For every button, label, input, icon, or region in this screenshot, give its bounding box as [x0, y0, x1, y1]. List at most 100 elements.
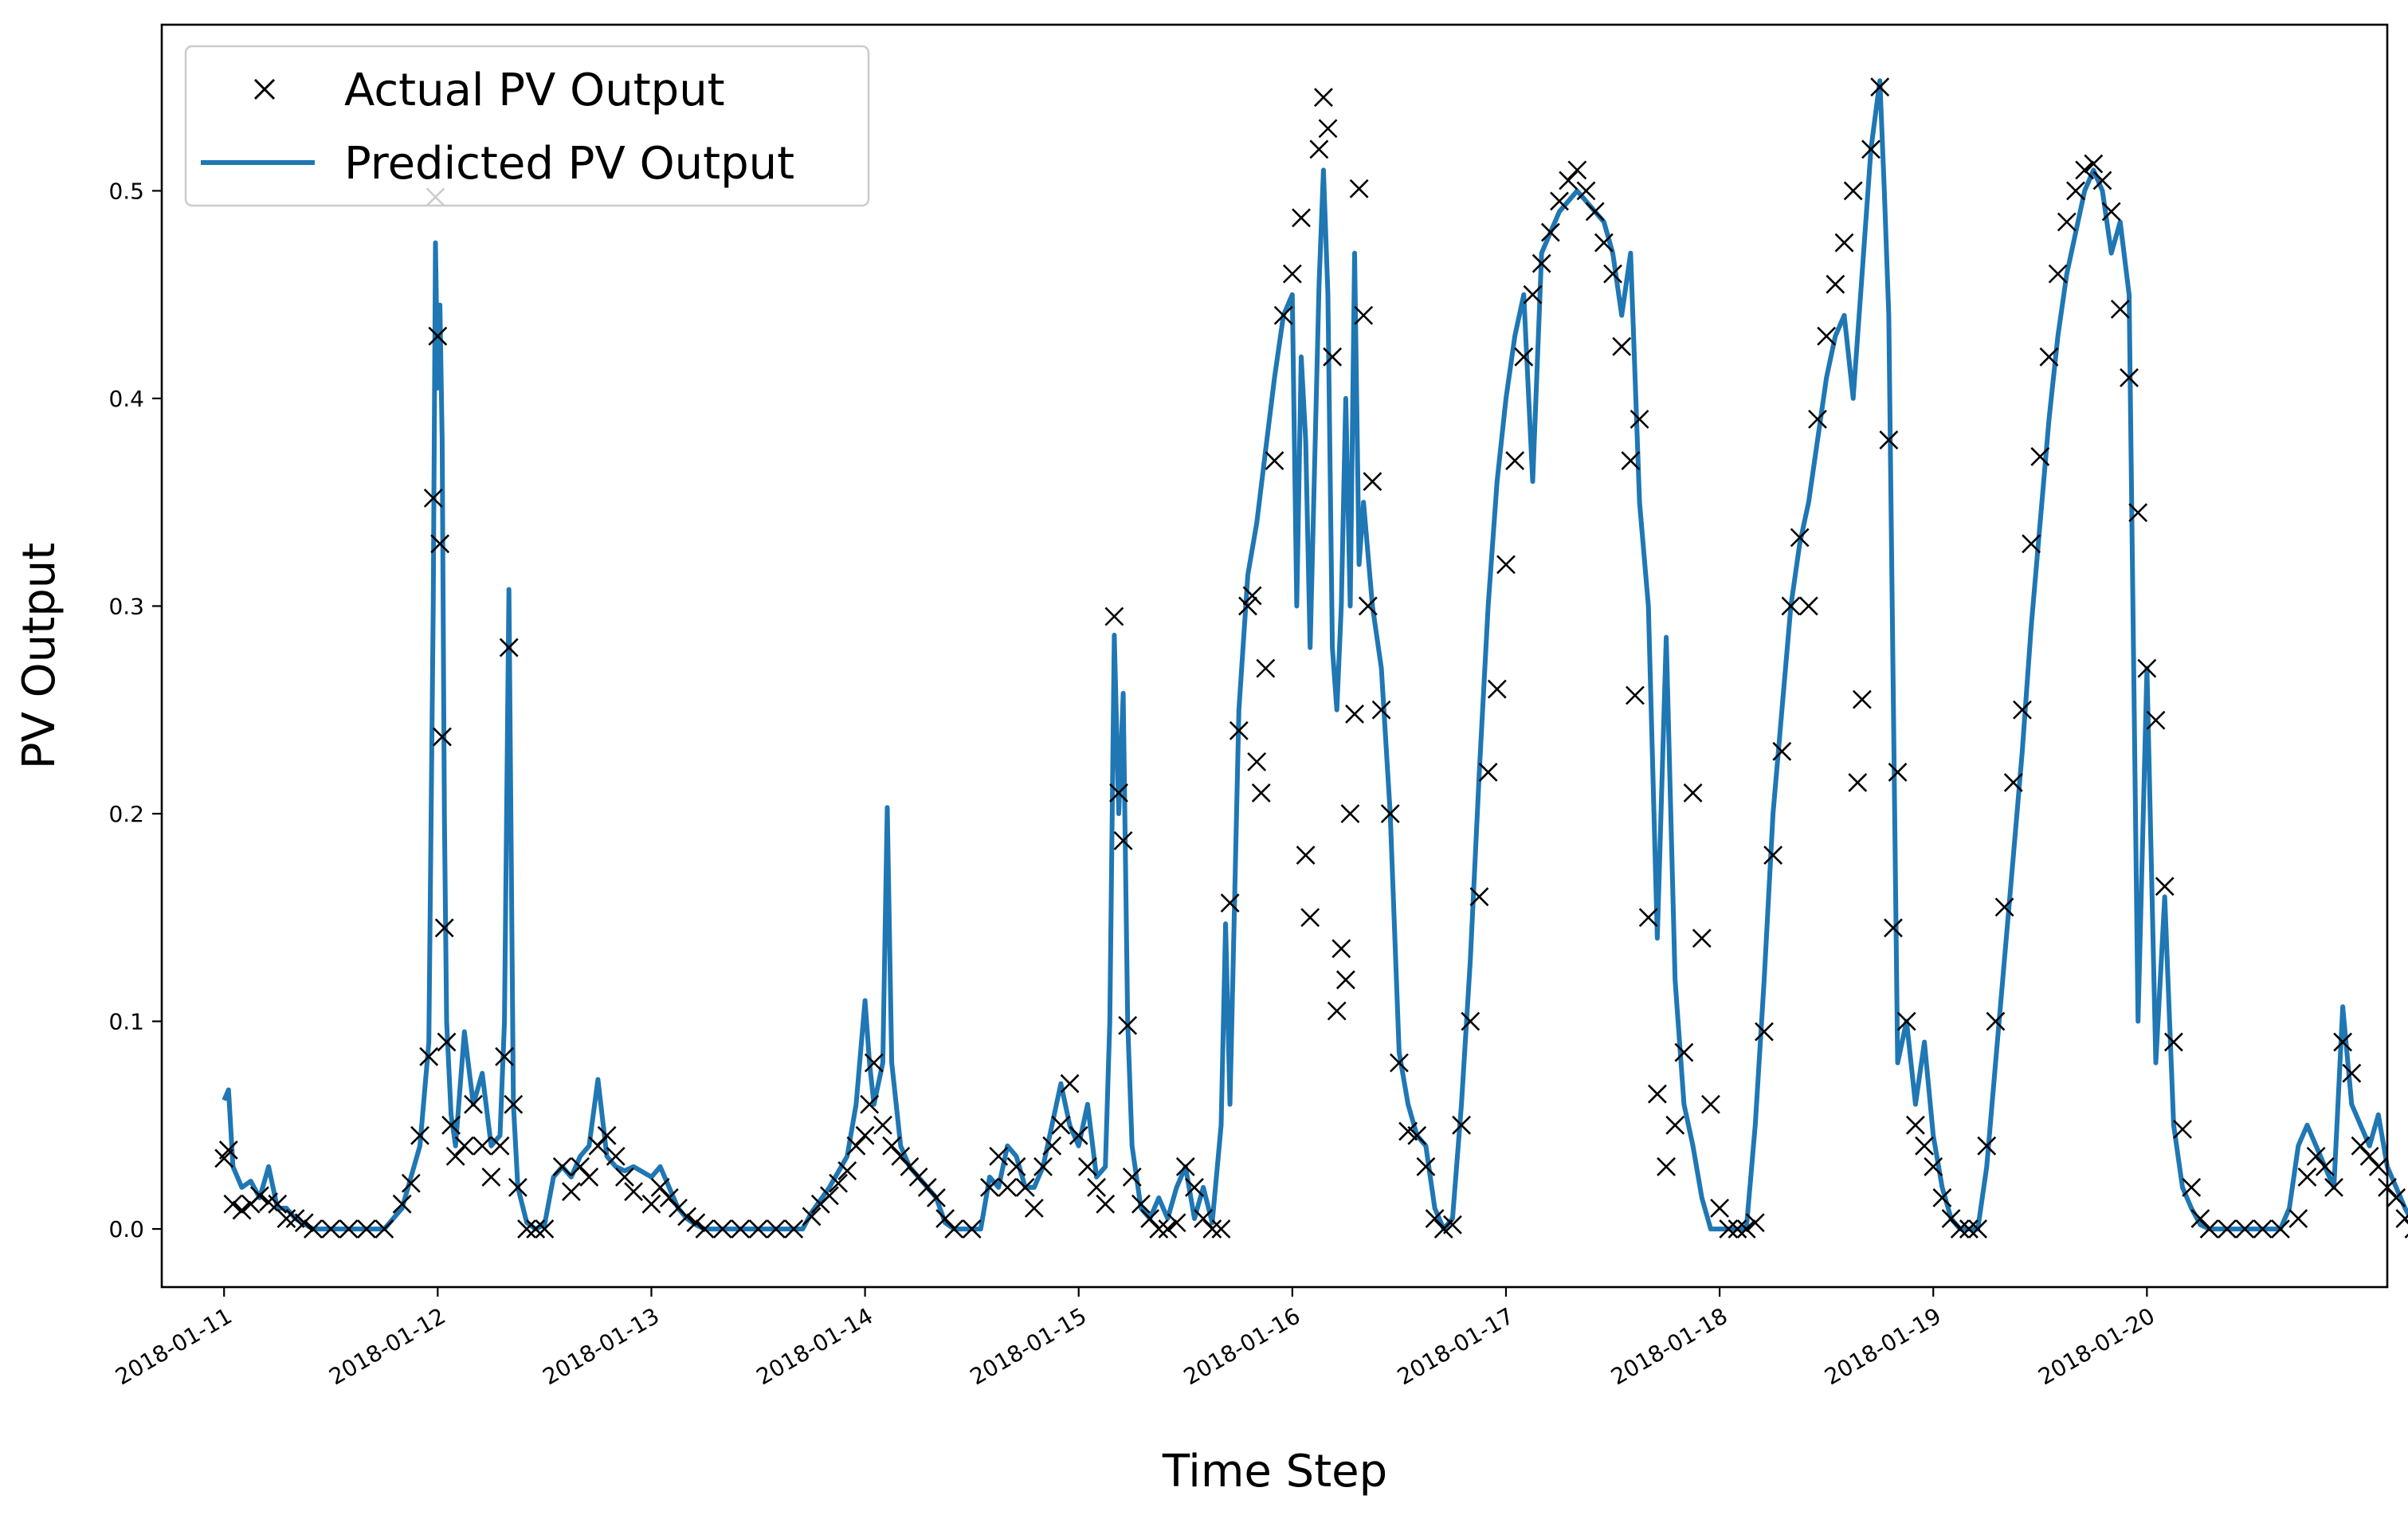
actual-point-marker	[1331, 939, 1351, 959]
actual-point-marker	[276, 1209, 296, 1228]
actual-point-marker	[410, 1125, 429, 1145]
actual-point-marker	[434, 918, 454, 938]
actual-point-marker	[1701, 1094, 1720, 1114]
actual-point-marker	[1505, 451, 1525, 471]
actual-point-marker	[2146, 710, 2166, 730]
y-axis-label: PV Output	[14, 543, 65, 769]
actual-point-marker	[2359, 1146, 2379, 1166]
actual-point-marker	[1461, 1011, 1480, 1031]
actual-point-marker	[430, 534, 450, 554]
y-tick-label: 0.4	[108, 386, 144, 412]
actual-point-marker	[1888, 762, 1908, 782]
actual-point-marker	[428, 326, 448, 346]
actual-point-marker	[2075, 160, 2095, 180]
actual-point-marker	[900, 1156, 920, 1176]
actual-point-marker	[882, 1136, 902, 1156]
actual-point-marker	[1340, 804, 1360, 823]
actual-point-marker	[2137, 658, 2157, 678]
series-layer	[214, 77, 2408, 1238]
actual-point-marker	[1015, 1178, 1035, 1197]
actual-point-marker	[454, 1136, 474, 1156]
actual-point-marker	[268, 1194, 288, 1214]
actual-point-marker	[1817, 326, 1837, 346]
actual-point-marker	[1848, 773, 1868, 792]
actual-point-marker	[860, 1094, 880, 1114]
y-axis: 0.0 0.1 0.2 0.3 0.4 0.5	[108, 178, 162, 1242]
actual-point-marker	[1531, 253, 1551, 273]
actual-point-marker	[1300, 908, 1320, 928]
legend-label-predicted: Predicted PV Output	[344, 138, 794, 190]
actual-point-marker	[1185, 1178, 1204, 1197]
actual-point-marker	[917, 1178, 937, 1197]
actual-point-marker	[1060, 1074, 1080, 1093]
legend-box	[184, 45, 870, 207]
actual-point-marker	[1550, 191, 1569, 211]
actual-point-marker	[2022, 534, 2041, 554]
actual-point-marker	[1238, 596, 1257, 616]
actual-point-marker	[375, 1219, 394, 1238]
actual-point-marker	[1024, 1199, 1044, 1218]
actual-point-marker	[1755, 1022, 1774, 1042]
actual-point-marker	[464, 1094, 483, 1114]
actual-point-marker	[1131, 1194, 1151, 1214]
actual-point-marker	[1140, 1209, 1160, 1228]
actual-point-marker	[819, 1186, 839, 1206]
actual-point-marker	[1478, 762, 1498, 782]
actual-point-marker	[891, 1146, 911, 1166]
actual-point-marker	[1692, 928, 1712, 948]
actual-point-marker	[731, 1219, 751, 1238]
actual-point-marker	[1683, 783, 1703, 803]
actual-point-marker	[980, 1178, 999, 1197]
actual-point-marker	[1603, 264, 1622, 284]
actual-point-marker	[2351, 1136, 2371, 1156]
actual-point-marker	[1033, 1156, 1053, 1176]
actual-point-marker	[552, 1156, 572, 1176]
actual-point-marker	[2155, 877, 2175, 897]
actual-point-marker	[1220, 893, 1240, 913]
actual-point-marker	[490, 1136, 510, 1156]
actual-point-marker	[1149, 1219, 1169, 1238]
actual-point-marker	[2386, 1188, 2406, 1207]
actual-point-marker	[1884, 918, 1903, 938]
actual-point-marker	[1194, 1209, 1214, 1228]
actual-point-marker	[1612, 336, 1632, 356]
actual-point-marker	[1540, 222, 1560, 242]
actual-point-marker	[1657, 1156, 1676, 1176]
actual-point-marker	[1826, 274, 1845, 294]
actual-point-marker	[1363, 472, 1382, 492]
actual-point-marker	[1282, 264, 1302, 284]
actual-point-marker	[535, 1219, 555, 1238]
actual-point-marker	[944, 1219, 964, 1238]
actual-point-marker	[927, 1188, 946, 1207]
actual-point-marker	[321, 1219, 341, 1238]
actual-point-marker	[908, 1168, 928, 1187]
plot-frame	[160, 23, 2389, 1289]
actual-point-marker	[1006, 1156, 1026, 1176]
actual-point-marker	[419, 1046, 439, 1066]
actual-point-marker	[1728, 1219, 1747, 1238]
actual-point-marker	[218, 1140, 238, 1160]
actual-point-marker	[2048, 264, 2068, 284]
actual-point-marker	[499, 638, 519, 657]
actual-point-marker	[766, 1219, 786, 1238]
legend-marker-actual	[253, 78, 276, 100]
actual-point-marker	[588, 1136, 608, 1156]
actual-point-marker	[597, 1125, 617, 1145]
series-markers-actual	[214, 77, 2408, 1238]
actual-point-marker	[2110, 300, 2130, 319]
actual-point-marker	[846, 1136, 866, 1156]
actual-point-marker	[1621, 451, 1641, 471]
actual-point-marker	[2030, 446, 2050, 466]
actual-point-marker	[504, 1094, 524, 1114]
actual-point-marker	[1211, 1219, 1231, 1238]
actual-point-marker	[1977, 1136, 1997, 1156]
actual-point-marker	[2057, 212, 2077, 232]
actual-point-marker	[1870, 77, 1890, 97]
actual-point-marker	[1861, 139, 1881, 159]
actual-point-marker	[1087, 1178, 1106, 1197]
actual-point-marker	[495, 1046, 515, 1066]
actual-point-marker	[441, 1115, 461, 1135]
actual-point-marker	[1626, 685, 1645, 705]
actual-point-marker	[1763, 846, 1783, 865]
actual-point-marker	[873, 1115, 892, 1135]
